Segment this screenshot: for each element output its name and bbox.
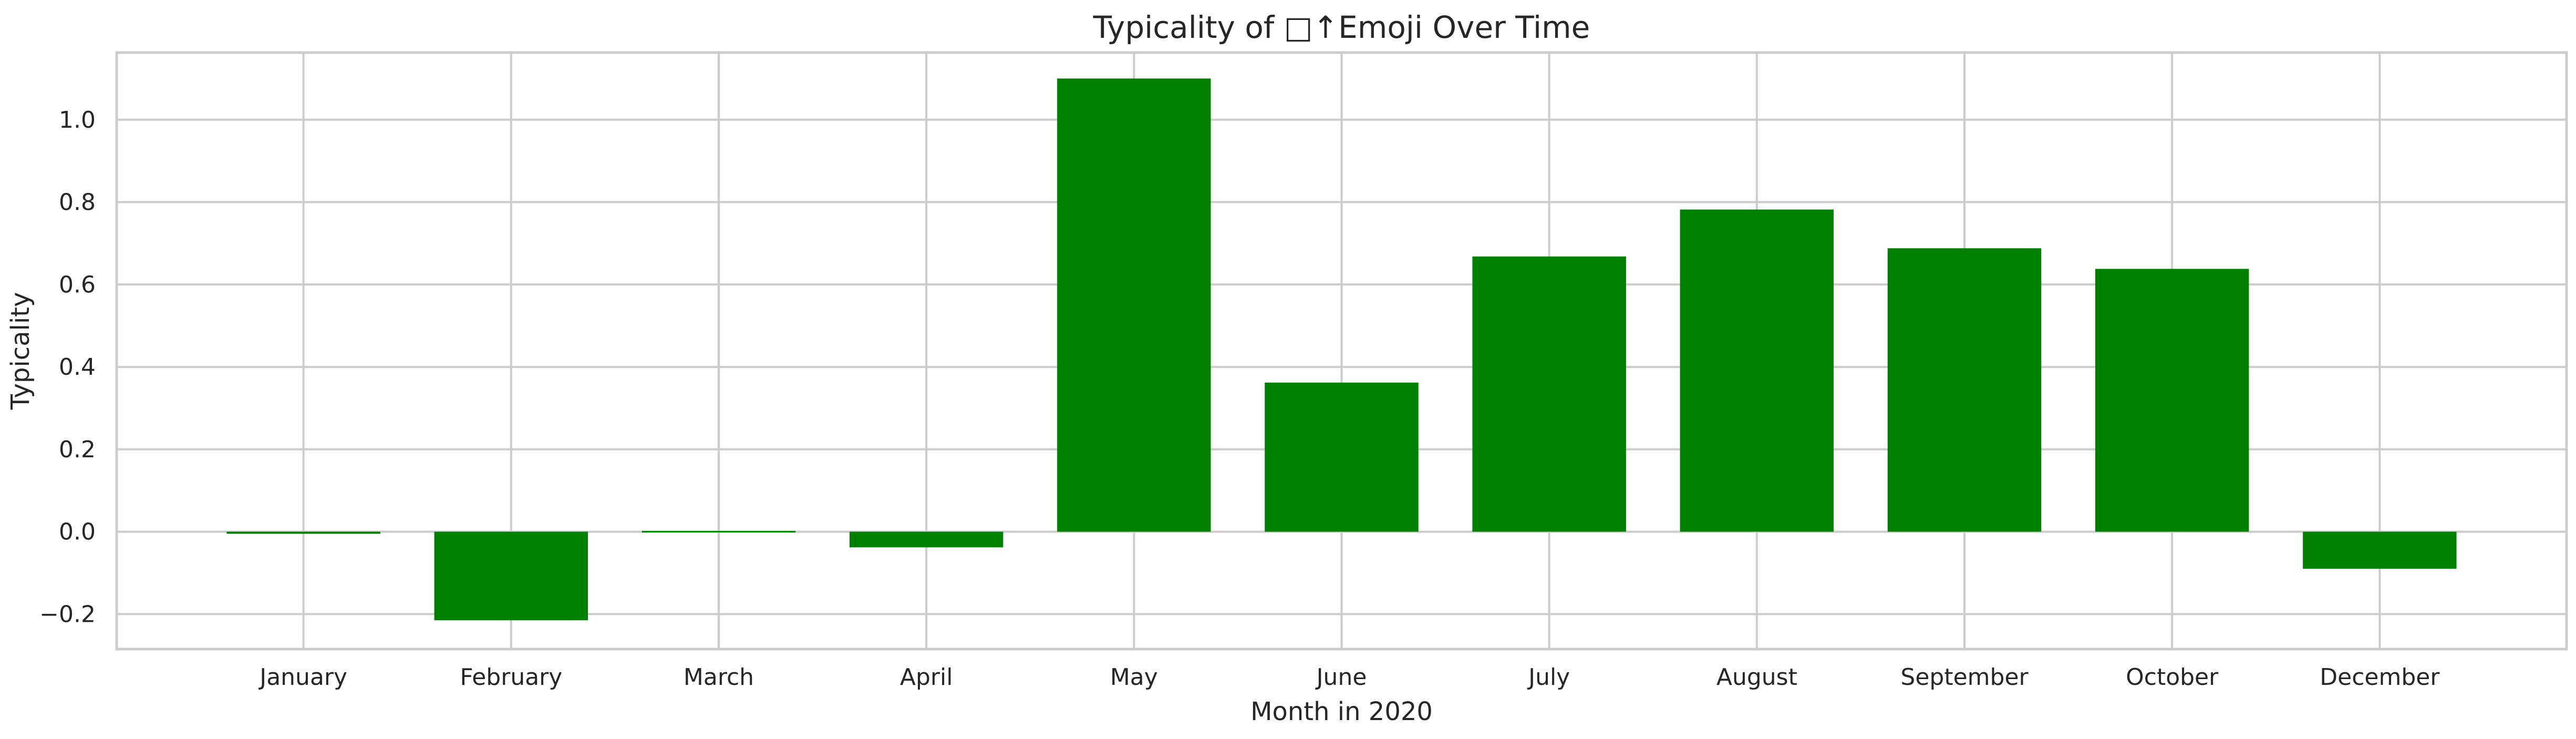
- x-tick-labels: January February March April May June July Augu…: [258, 664, 2440, 691]
- y-tick-label: 0.4: [59, 354, 96, 381]
- chart-title: Typicality of □↑Emoji Over Time: [1093, 9, 1590, 45]
- x-tick-label: January: [258, 664, 347, 691]
- bar-may: [1057, 78, 1211, 532]
- x-axis-label: Month in 2020: [1250, 697, 1433, 726]
- x-tick-label: June: [1315, 664, 1367, 691]
- bars: [226, 78, 2457, 621]
- bar-march: [642, 531, 796, 533]
- x-tick-label: September: [1900, 664, 2029, 691]
- x-tick-label: May: [1110, 664, 1158, 691]
- y-tick-label: 1.0: [59, 107, 96, 134]
- bar-september: [1887, 248, 2042, 532]
- x-tick-label: July: [1527, 664, 1570, 691]
- x-tick-label: February: [460, 664, 562, 691]
- x-tick-label: December: [2320, 664, 2440, 691]
- bar-january: [226, 531, 380, 534]
- bar-june: [1265, 382, 1419, 532]
- bar-february: [434, 531, 588, 621]
- y-tick-label: 0.2: [59, 436, 96, 463]
- bar-december: [2303, 531, 2457, 569]
- y-tick-labels: −0.2 0.0 0.2 0.4 0.6 0.8 1.0: [39, 107, 96, 628]
- bar-april: [849, 531, 1003, 548]
- bar-july: [1472, 256, 1626, 532]
- y-tick-label: 0.0: [59, 519, 96, 546]
- x-tick-label: October: [2126, 664, 2219, 691]
- axes-frame: [115, 51, 2568, 651]
- y-axis-label: Typicality: [6, 292, 35, 410]
- x-tick-label: April: [900, 664, 953, 691]
- x-tick-label: August: [1716, 664, 1797, 691]
- y-tick-label: −0.2: [39, 601, 96, 628]
- y-tick-label: 0.6: [59, 271, 96, 298]
- bar-october: [2095, 269, 2249, 532]
- x-tick-label: March: [684, 664, 754, 691]
- bar-august: [1680, 209, 1834, 532]
- y-tick-label: 0.8: [59, 189, 96, 216]
